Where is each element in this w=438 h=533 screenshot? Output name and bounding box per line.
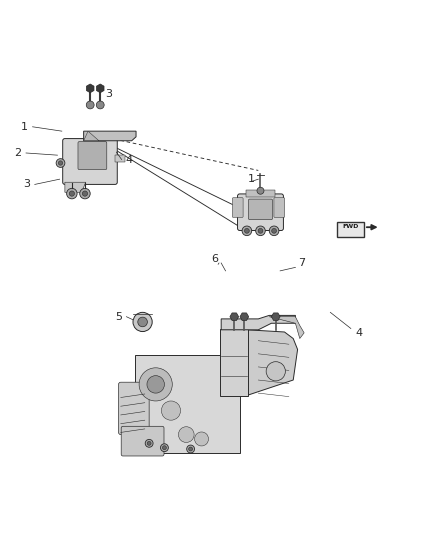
Circle shape xyxy=(147,441,151,445)
FancyBboxPatch shape xyxy=(248,199,272,220)
Circle shape xyxy=(145,439,153,447)
Text: 7: 7 xyxy=(298,258,306,268)
Polygon shape xyxy=(115,155,125,161)
Circle shape xyxy=(178,427,194,442)
Circle shape xyxy=(147,376,164,393)
Polygon shape xyxy=(84,131,99,141)
FancyBboxPatch shape xyxy=(274,198,285,217)
Text: 3: 3 xyxy=(106,89,113,99)
Circle shape xyxy=(58,161,63,165)
Circle shape xyxy=(138,317,148,327)
Circle shape xyxy=(86,101,94,109)
Circle shape xyxy=(257,187,264,194)
Text: 3: 3 xyxy=(23,180,30,189)
Circle shape xyxy=(189,447,193,451)
Circle shape xyxy=(161,401,180,420)
Circle shape xyxy=(266,362,286,381)
Polygon shape xyxy=(269,317,304,338)
Circle shape xyxy=(67,188,77,199)
Polygon shape xyxy=(230,313,239,320)
Circle shape xyxy=(160,444,168,451)
Circle shape xyxy=(242,226,252,236)
Polygon shape xyxy=(221,316,295,330)
Circle shape xyxy=(272,229,276,233)
FancyBboxPatch shape xyxy=(121,426,164,456)
Polygon shape xyxy=(96,84,104,93)
FancyBboxPatch shape xyxy=(237,194,283,230)
Circle shape xyxy=(256,226,265,236)
Circle shape xyxy=(56,159,65,167)
Text: 4: 4 xyxy=(126,155,133,165)
FancyBboxPatch shape xyxy=(119,382,149,434)
Text: 1: 1 xyxy=(248,174,255,184)
Text: 2: 2 xyxy=(14,148,22,158)
Polygon shape xyxy=(240,313,249,320)
Text: FWD: FWD xyxy=(343,224,359,229)
Circle shape xyxy=(82,191,88,196)
Polygon shape xyxy=(272,313,280,320)
FancyBboxPatch shape xyxy=(233,198,243,217)
Circle shape xyxy=(133,312,152,332)
FancyBboxPatch shape xyxy=(135,354,240,454)
Polygon shape xyxy=(247,330,297,395)
Circle shape xyxy=(96,101,104,109)
Polygon shape xyxy=(65,182,86,192)
Text: 6: 6 xyxy=(211,254,218,264)
Circle shape xyxy=(194,432,208,446)
Text: 5: 5 xyxy=(115,312,122,322)
FancyBboxPatch shape xyxy=(63,139,117,184)
Text: 1: 1 xyxy=(21,122,28,132)
Text: 4: 4 xyxy=(355,328,362,338)
Circle shape xyxy=(69,191,74,196)
Circle shape xyxy=(244,229,249,233)
FancyBboxPatch shape xyxy=(337,222,364,237)
Circle shape xyxy=(139,368,172,401)
FancyBboxPatch shape xyxy=(78,142,107,169)
Polygon shape xyxy=(84,131,136,141)
Circle shape xyxy=(187,445,194,453)
Polygon shape xyxy=(86,84,94,93)
FancyBboxPatch shape xyxy=(220,329,248,396)
Circle shape xyxy=(258,229,263,233)
FancyBboxPatch shape xyxy=(246,190,275,197)
Circle shape xyxy=(162,446,166,450)
Circle shape xyxy=(80,188,90,199)
Circle shape xyxy=(269,226,279,236)
